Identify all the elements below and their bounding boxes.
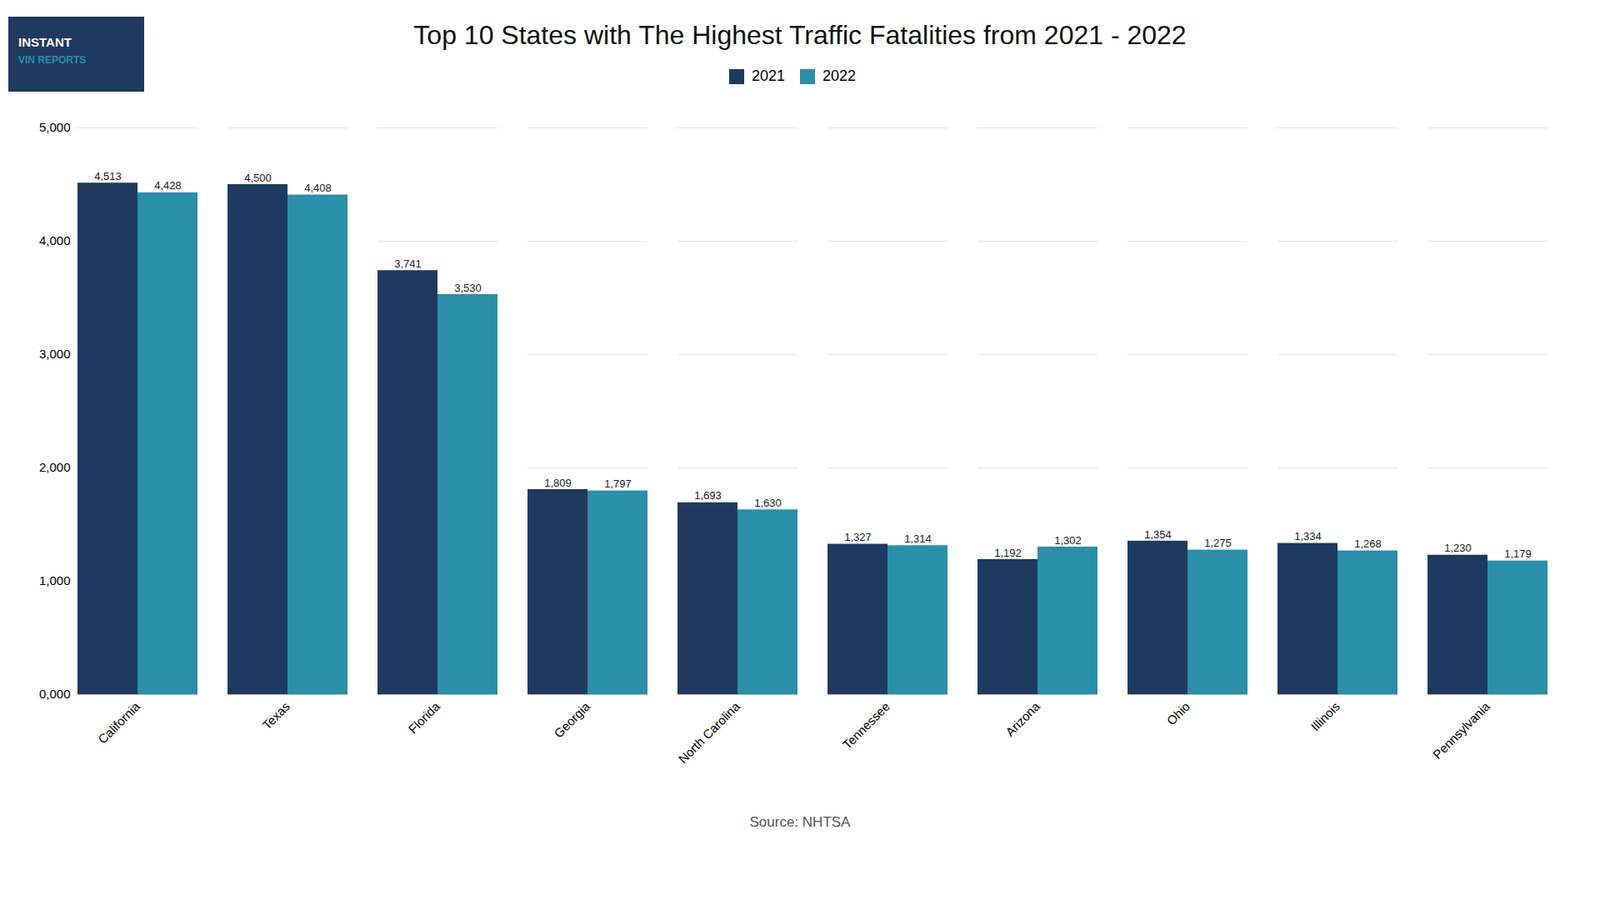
svg-text:1,334: 1,334 <box>1294 530 1322 543</box>
svg-text:1,000: 1,000 <box>39 573 71 588</box>
svg-text:North Carolina: North Carolina <box>675 698 744 766</box>
svg-text:1,275: 1,275 <box>1204 536 1232 550</box>
html-text:2022: 2022 <box>822 67 856 85</box>
svg-text:California: California <box>95 698 143 746</box>
svg-text:Georgia: Georgia <box>550 698 593 740</box>
svg-text:Ohio: Ohio <box>1164 699 1193 728</box>
svg-text:1,192: 1,192 <box>994 546 1022 560</box>
svg-text:3,530: 3,530 <box>454 281 482 295</box>
svg-text:Arizona: Arizona <box>1002 698 1043 739</box>
svg-text:2,000: 2,000 <box>39 460 71 475</box>
svg-text:1,354: 1,354 <box>1144 528 1172 541</box>
svg-text:1,797: 1,797 <box>604 477 632 490</box>
svg-text:1,268: 1,268 <box>1354 537 1382 550</box>
svg-text:4,000: 4,000 <box>39 233 71 248</box>
svg-text:5,000: 5,000 <box>39 120 71 135</box>
svg-text:1,630: 1,630 <box>754 496 782 510</box>
svg-text:Florida: Florida <box>405 698 444 736</box>
svg-text:Tennessee: Tennessee <box>840 699 893 752</box>
svg-text:1,693: 1,693 <box>694 489 722 502</box>
svg-text:1,327: 1,327 <box>844 530 872 544</box>
svg-text:0,000: 0,000 <box>39 686 71 701</box>
svg-text:3,000: 3,000 <box>39 346 71 361</box>
svg-text:1,809: 1,809 <box>544 476 572 490</box>
svg-text:3,741: 3,741 <box>394 257 422 270</box>
svg-text:1,314: 1,314 <box>904 532 932 545</box>
svg-text:1,179: 1,179 <box>1504 547 1532 560</box>
svg-text:Illinois: Illinois <box>1308 699 1343 734</box>
svg-text:Pennsylvania: Pennsylvania <box>1430 698 1494 762</box>
html-text:VIN REPORTS: VIN REPORTS <box>18 54 87 66</box>
html-text:INSTANT: INSTANT <box>18 35 72 50</box>
html-text:2021: 2021 <box>751 67 785 85</box>
html-text:Source: NHTSA: Source: NHTSA <box>749 814 851 830</box>
svg-text:4,408: 4,408 <box>304 181 332 195</box>
svg-text:Texas: Texas <box>259 699 293 733</box>
svg-text:4,500: 4,500 <box>244 171 272 185</box>
html-text:Top 10 States with The Highest: Top 10 States with The Highest Traffic F… <box>413 20 1187 50</box>
svg-text:1,302: 1,302 <box>1054 534 1082 547</box>
svg-text:1,230: 1,230 <box>1444 541 1472 555</box>
svg-text:4,428: 4,428 <box>154 179 182 192</box>
svg-text:4,513: 4,513 <box>94 170 122 183</box>
